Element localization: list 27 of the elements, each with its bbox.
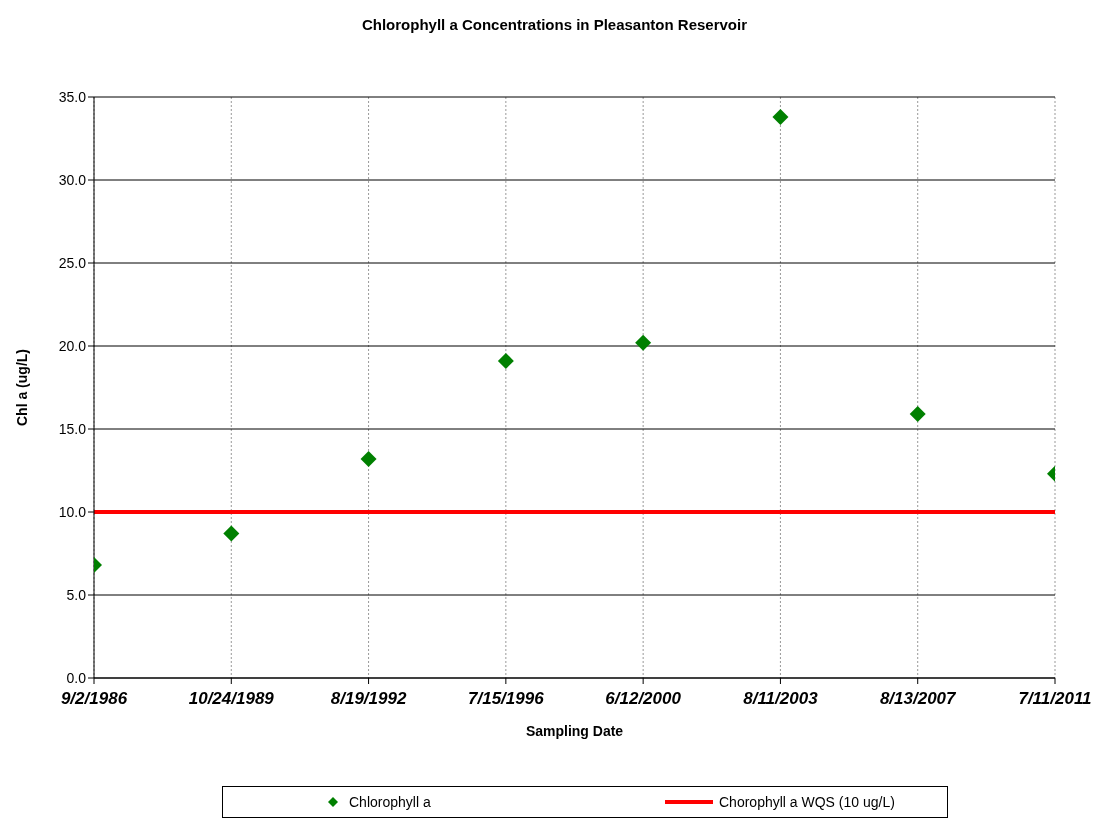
point — [223, 525, 240, 542]
legend-label: Chlorophyll a — [349, 794, 431, 810]
x-tick-label: 7/11/2011 — [1018, 689, 1092, 709]
point — [360, 450, 377, 467]
y-tick-label: 15.0 — [58, 420, 87, 437]
chart-title: Chlorophyll a Concentrations in Pleasanton Reservoir — [360, 16, 749, 33]
x-tick-label: 7/15/1996 — [468, 689, 545, 709]
x-tick-label: 8/19/1992 — [330, 689, 407, 709]
y-tick-label: 35.0 — [58, 88, 87, 105]
y-tick-label: 5.0 — [66, 586, 87, 603]
x-axis-title: Sampling Date — [525, 723, 624, 739]
x-tick-label: 10/24/1989 — [188, 689, 275, 709]
x-tick-label: 9/2/1986 — [60, 689, 128, 709]
point — [497, 352, 514, 369]
x-tick-label: 8/13/2007 — [879, 689, 958, 709]
point — [772, 108, 789, 125]
y-tick-label: 20.0 — [58, 337, 87, 354]
legend-label: Chorophyll a WQS (10 ug/L) — [719, 794, 895, 810]
y-tick-label: 30.0 — [58, 171, 87, 188]
x-tick-label: 8/11/2003 — [743, 689, 819, 709]
y-tick-label: 25.0 — [58, 254, 87, 271]
y-axis-title: Chl a (ug/L) — [13, 349, 30, 426]
x-tick-label: 6/12/2000 — [605, 689, 682, 709]
point — [909, 406, 926, 423]
y-tick-label: 10.0 — [58, 503, 87, 520]
point — [635, 334, 652, 351]
y-tick-label: 0.0 — [66, 669, 87, 686]
